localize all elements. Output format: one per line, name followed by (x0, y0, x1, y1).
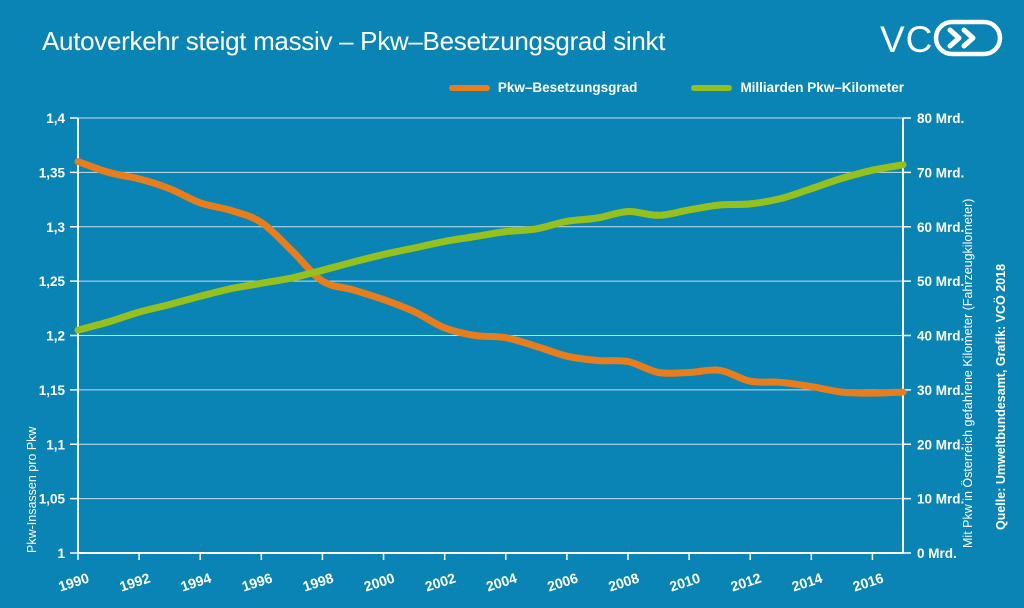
series-line-besetzungsgrad (74, 158, 907, 397)
y-right-tick-label: 40 Mrd. (917, 329, 964, 344)
y-right-tick-label: 50 Mrd. (917, 274, 964, 289)
x-tick-label: 1992 (117, 570, 152, 595)
x-tick-label: 1998 (301, 570, 336, 595)
y-right-tick-label: 10 Mrd. (917, 492, 964, 507)
y-left-tick-label: 1,2 (46, 329, 65, 344)
x-tick-label: 2012 (729, 570, 764, 595)
legend-label: Milliarden Pkw–Kilometer (740, 80, 904, 95)
x-tick-label: 1994 (179, 570, 214, 595)
y-right-tick-label: 0 Mrd. (917, 546, 957, 561)
x-tick-label: 2016 (851, 570, 886, 595)
vco-logo-text: VC (880, 19, 933, 60)
source-caption: Quelle: Umweltbundesamt, Grafik: VCÖ 201… (993, 264, 1008, 530)
y-right-tick-label: 30 Mrd. (917, 383, 964, 398)
vco-logo-pill (933, 19, 1003, 57)
legend-swatch-green (691, 84, 733, 91)
legend-item-pkw-kilometer: Milliarden Pkw–Kilometer (691, 80, 904, 95)
x-tick-label: 2010 (667, 570, 702, 595)
x-tick-label: 2006 (545, 570, 580, 595)
x-tick-label: 2000 (362, 570, 397, 595)
x-tick-label: 1996 (240, 570, 275, 595)
y-right-tick-label: 70 Mrd. (917, 165, 964, 180)
x-tick-label: 2002 (423, 570, 458, 595)
y-left-tick-label: 1,4 (46, 111, 65, 126)
legend-label: Pkw–Besetzungsgrad (497, 80, 638, 95)
x-tick-label: 2008 (606, 570, 641, 595)
legend: Pkw–Besetzungsgrad Milliarden Pkw–Kilome… (448, 80, 904, 95)
y-left-tick-label: 1,25 (39, 274, 66, 289)
y-right-tick-label: 20 Mrd. (917, 437, 964, 452)
series-line-pkw-kilometer (74, 161, 907, 334)
x-tick-label: 2014 (790, 570, 825, 595)
y-left-tick-label: 1,35 (39, 165, 66, 180)
chart-title: Autoverkehr steigt massiv – Pkw–Besetzun… (42, 26, 666, 56)
vco-logo-graphic: VC (880, 19, 1003, 60)
x-tick-label: 1990 (56, 570, 91, 595)
y-right-tick-label: 60 Mrd. (917, 220, 964, 235)
legend-item-besetzungsgrad: Pkw–Besetzungsgrad (448, 80, 638, 95)
y-left-tick-label: 1 (57, 546, 65, 561)
left-axis-caption: Pkw-Insassen pro Pkw (25, 426, 39, 553)
chevron-right-icon (947, 27, 962, 49)
legend-swatch-orange (448, 84, 490, 91)
y-left-tick-label: 1,05 (39, 492, 66, 507)
x-tick-label: 2004 (484, 570, 519, 595)
y-left-tick-label: 1,3 (46, 220, 65, 235)
y-right-tick-label: 80 Mrd. (917, 111, 964, 126)
y-left-tick-label: 1,1 (46, 437, 65, 452)
vco-logo: VC (880, 14, 1004, 69)
y-left-tick-label: 1,15 (39, 383, 66, 398)
right-axis-caption: Mit Pkw in Österreich gefahrene Kilomete… (961, 199, 975, 548)
chevron-right-icon (961, 27, 976, 49)
